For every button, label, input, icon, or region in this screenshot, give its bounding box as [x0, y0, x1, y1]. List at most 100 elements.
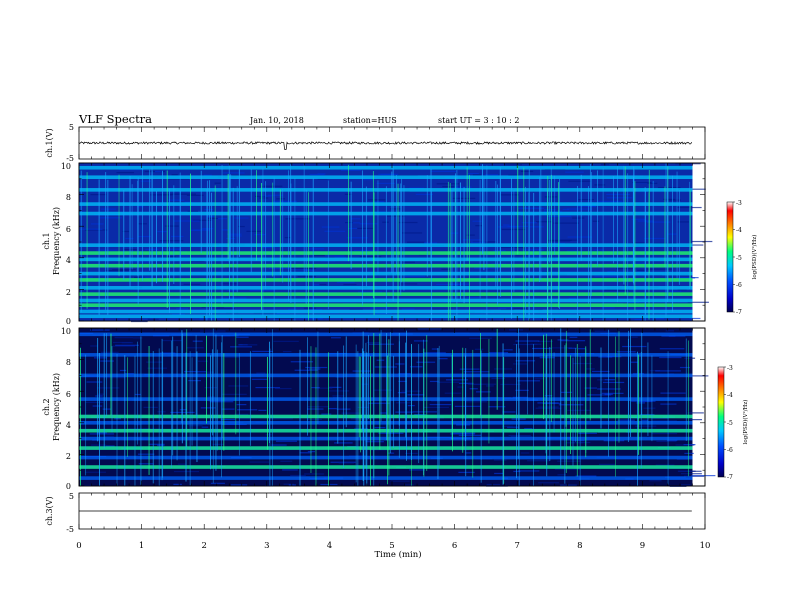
spectrogram-noise [89, 433, 115, 435]
spectrogram-noise [606, 197, 633, 199]
spectrogram-noise [268, 267, 295, 269]
ch2-freq-tick-0: 0 [66, 482, 71, 491]
spectrogram-noise [500, 383, 521, 386]
spectrogram-noise [207, 396, 215, 398]
spectrogram-sferic [576, 344, 578, 477]
spectrogram-sferic [272, 182, 274, 277]
time-tick-label: 2 [201, 541, 206, 551]
ch1-freq-tick-4: 4 [66, 256, 71, 265]
spectrogram-sferic [472, 349, 474, 478]
spectrogram-noise [154, 170, 162, 173]
spectrogram-noise [328, 390, 349, 392]
spectrogram-sferic [379, 333, 381, 450]
spectrogram-sferic [553, 352, 555, 433]
spectrogram-noise [606, 193, 630, 196]
spectrogram-sferic [315, 347, 317, 486]
spectrogram-noise [429, 380, 439, 383]
spectrogram-noise [176, 308, 188, 310]
spectrogram-sferic [558, 182, 559, 308]
spectrogram-noise [524, 207, 544, 209]
spectrogram-band [79, 353, 693, 357]
spectrogram-noise [452, 432, 476, 434]
spectrogram-noise [173, 483, 182, 485]
spectrogram-sferic [676, 171, 678, 279]
spectrogram-noise [470, 383, 496, 385]
spectrogram-noise [646, 221, 671, 223]
ch2-colorbar-ticks [724, 366, 726, 478]
spectrogram-noise [90, 223, 104, 225]
spectrogram-noise [125, 237, 134, 240]
spectrogram-band [79, 211, 693, 216]
spectrogram-sferic [618, 331, 620, 443]
spectrogram-noise [338, 462, 354, 464]
spectrogram-noise [220, 418, 236, 421]
spectrogram-noise [89, 329, 110, 331]
spectrogram-sferic [131, 184, 133, 270]
spectrogram-noise [557, 339, 569, 341]
spectrogram-noise [103, 435, 114, 437]
spectrogram-noise [184, 201, 193, 203]
spectrogram-sferic [689, 190, 691, 287]
ch2-colorbar-tick-m6: -6 [727, 447, 733, 454]
spectrogram-sferic [348, 164, 349, 262]
spectrogram-sferic [632, 177, 634, 283]
spectrogram-noise [607, 271, 616, 273]
spectrogram-noise [255, 195, 266, 198]
spectrogram-noise [105, 445, 115, 447]
spectrogram-sferic [372, 171, 374, 299]
spectrogram-sferic [214, 185, 216, 321]
spectrogram-noise [283, 483, 294, 485]
spectrogram-band [79, 446, 693, 450]
spectrogram-noise [198, 360, 208, 362]
spectrogram-noise [290, 361, 314, 363]
spectrogram-noise [484, 174, 499, 176]
spectrogram-sferic [262, 168, 264, 316]
spectrogram-noise [566, 442, 584, 444]
spectrogram-background [79, 163, 693, 321]
spectrogram-noise [637, 269, 645, 271]
spectrogram-noise [542, 271, 549, 273]
spectrogram-band [79, 251, 693, 255]
spectrogram-sferic [575, 348, 576, 442]
spectrogram-noise [340, 169, 362, 171]
spectrogram-noise [284, 236, 291, 239]
spectrogram-noise [354, 249, 378, 252]
spectrogram-noise [683, 444, 696, 446]
spectrogram-noise [242, 344, 258, 346]
spectrogram-noise [566, 250, 577, 252]
spectrogram-noise [157, 411, 166, 413]
spectrogram-noise [91, 444, 107, 446]
spectrogram-sferic [103, 333, 105, 449]
spectrogram-sferic [438, 345, 440, 466]
spectrogram-sferic [648, 192, 650, 320]
spectrogram-noise [382, 221, 389, 223]
spectrogram-noise [497, 307, 514, 309]
spectrogram-noise [561, 340, 586, 342]
spectrogram-sferic [210, 355, 211, 470]
ch2-colorbar-tick-m4: -4 [727, 392, 733, 399]
ch2-freq-tick-6: 6 [66, 390, 71, 399]
spectrogram-noise [275, 440, 297, 442]
spectrogram-noise [450, 232, 459, 234]
spectrogram-noise [148, 443, 165, 445]
spectrogram-noise [517, 380, 540, 382]
spectrogram-noise [345, 221, 353, 224]
time-tick-label: 3 [264, 541, 269, 551]
spectrogram-noise [395, 363, 405, 365]
spectrogram-sferic [559, 178, 561, 309]
spectrogram-noise [634, 319, 643, 321]
spectrogram-noise [424, 242, 438, 244]
spectrogram-noise [622, 345, 647, 348]
spectrogram-noise [459, 368, 480, 370]
spectrogram-sferic [463, 187, 465, 304]
spectrogram-noise [380, 412, 387, 414]
spectrogram-noise [457, 386, 464, 388]
spectrogram-noise [228, 235, 242, 237]
spectrogram-sferic [169, 188, 170, 314]
spectrogram-noise [274, 387, 292, 390]
spectrogram-sferic [454, 173, 456, 300]
time-tick-label: 8 [577, 541, 582, 551]
spectrogram-noise [572, 362, 593, 365]
spectrogram-noise [238, 418, 251, 420]
spectrogram-noise [415, 193, 434, 195]
